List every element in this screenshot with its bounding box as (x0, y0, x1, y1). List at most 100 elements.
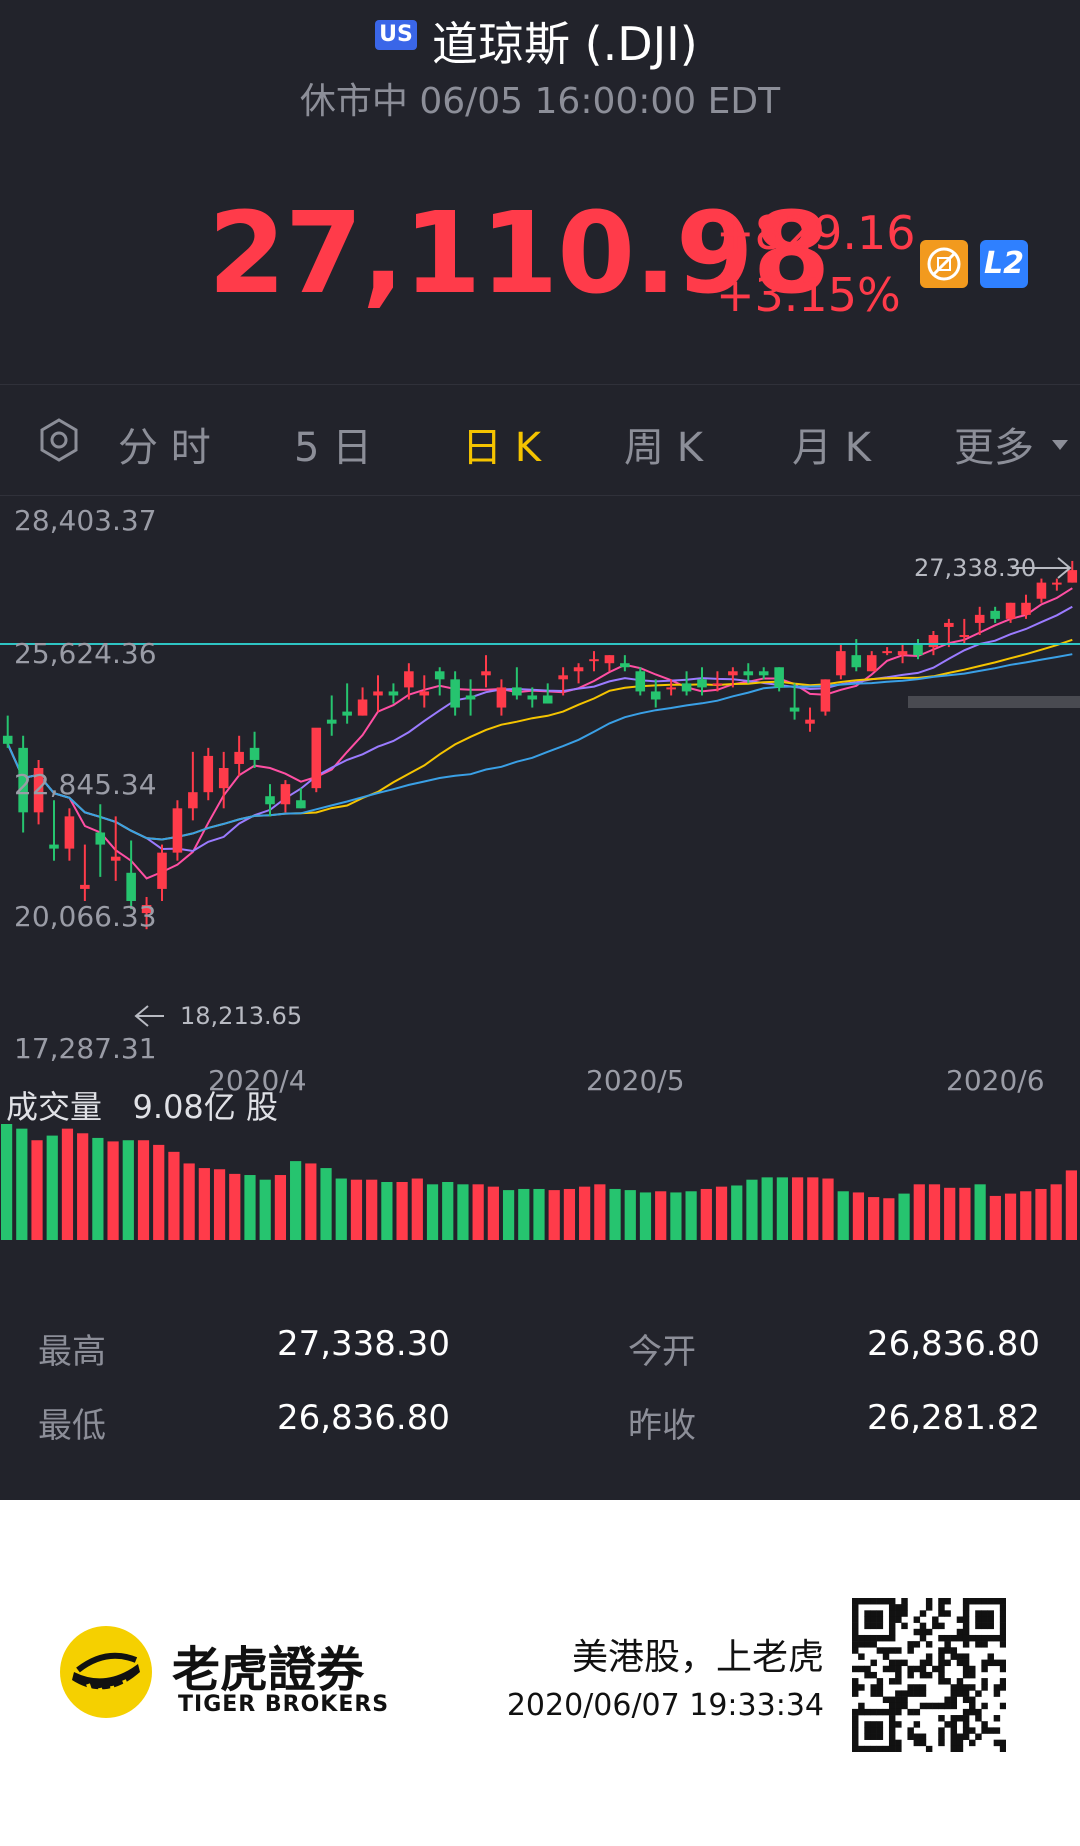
tab-monthly-k[interactable]: 月 K (792, 425, 871, 471)
volume-label: 成交量 9.08亿 股 (6, 1088, 278, 1126)
candle (944, 622, 954, 627)
volume-bar (502, 1190, 515, 1240)
moving-average-line (6, 638, 1073, 841)
tab-daily-k[interactable]: 日 K (462, 425, 541, 471)
candle (1067, 570, 1078, 583)
tiger-logo-icon (58, 1624, 154, 1724)
volume-bar (31, 1140, 43, 1240)
volume-bar (944, 1187, 956, 1240)
stat-high-label: 最高 (38, 1332, 106, 1372)
stat-low-label: 最低 (38, 1406, 106, 1446)
stat-prev-close-label: 昨收 (628, 1406, 696, 1446)
candle (635, 671, 646, 692)
stat-open-value: 26,836.80 (866, 1324, 1040, 1364)
candle (558, 675, 568, 680)
volume-bar (776, 1177, 788, 1240)
volume-bar (959, 1187, 971, 1240)
chevron-down-icon[interactable] (1050, 437, 1070, 456)
volume-bar (183, 1163, 195, 1240)
volume-bar (411, 1178, 423, 1240)
moving-average-line (6, 653, 1073, 841)
candle (542, 695, 553, 704)
arrow-right-icon (1012, 557, 1072, 579)
volume-bar (335, 1178, 347, 1240)
candle (573, 667, 584, 672)
volume-bar (350, 1179, 363, 1240)
candle (697, 679, 707, 688)
volume-bar (518, 1188, 530, 1240)
candle (589, 659, 599, 662)
quote-header: US 道琼斯 (.DJI) 休市中 06/05 16:00:00 EDT 27,… (0, 0, 1080, 384)
x-tick-label: 2020/6 (946, 1064, 1045, 1097)
candle (974, 614, 985, 623)
x-tick-label: 2020/5 (586, 1064, 685, 1097)
slogan: 美港股，上老虎 (571, 1637, 824, 1678)
volume-bar (563, 1188, 576, 1240)
candle (743, 671, 754, 676)
tab-5day[interactable]: 5 日 (294, 425, 373, 471)
candle (110, 856, 121, 861)
candle (959, 635, 970, 638)
candle (188, 792, 198, 809)
volume-bar (366, 1179, 378, 1240)
volume-bar (107, 1141, 119, 1240)
candle (774, 667, 784, 688)
y-tick-label: 25,624.36 (14, 637, 157, 670)
candle (33, 768, 44, 813)
tab-weekly-k[interactable]: 周 K (624, 425, 703, 471)
tab-intraday[interactable]: 分 时 (118, 425, 211, 471)
brand-name-cn: 老虎證券 (172, 1642, 365, 1698)
volume-bar (1035, 1188, 1047, 1240)
volume-bar (852, 1192, 865, 1240)
volume-bar (655, 1191, 667, 1240)
volume-bar (487, 1186, 499, 1240)
volume-bar (16, 1128, 28, 1240)
market-status: 休市中 06/05 16:00:00 EDT (299, 81, 781, 122)
candle (465, 695, 476, 700)
candle (681, 683, 692, 692)
candle (419, 691, 430, 696)
volume-bar (442, 1182, 454, 1240)
volume-bar (290, 1161, 302, 1240)
candle (265, 796, 275, 805)
qr-code-icon[interactable] (852, 1598, 1006, 1752)
tab-more[interactable]: 更多 (954, 425, 1034, 471)
candle (296, 800, 306, 809)
volume-bar (533, 1188, 545, 1240)
level2-icon[interactable]: L2 (980, 240, 1028, 288)
candle (434, 671, 445, 680)
volume-bar (396, 1182, 408, 1240)
candle (851, 655, 862, 668)
volume-bar (472, 1184, 484, 1240)
candle (805, 719, 815, 724)
candle (141, 905, 152, 914)
candle (2, 735, 13, 744)
volume-bar (974, 1184, 986, 1240)
index-title: 道琼斯 (.DJI) (432, 17, 698, 71)
y-tick-label: 17,287.31 (14, 1032, 157, 1065)
candle (64, 816, 75, 849)
volume-bar (457, 1184, 469, 1240)
candle (342, 711, 352, 716)
volume-bar (1050, 1184, 1062, 1240)
candle (712, 683, 723, 686)
candlestick-chart[interactable]: 28,403.37 25,624.36 22,845.34 20,066.33 … (0, 496, 1080, 1296)
candle (249, 747, 260, 760)
stat-open-label: 今开 (628, 1332, 696, 1372)
volume-bar (670, 1192, 682, 1240)
share-footer: 老虎證券 TIGER BROKERS 美港股，上老虎 2020/06/07 19… (0, 1500, 1080, 1846)
candle (728, 671, 738, 676)
volume-bar (153, 1144, 165, 1240)
arrow-left-icon (134, 1005, 164, 1027)
candle (388, 691, 399, 696)
candle (234, 751, 244, 764)
chart-settings-icon[interactable] (36, 417, 82, 467)
volume-bar (1020, 1191, 1032, 1240)
no-trade-icon[interactable] (920, 240, 968, 288)
volume-bar (122, 1140, 134, 1240)
candle (218, 768, 229, 789)
volume-bar (639, 1192, 652, 1240)
y-tick-label: 28,403.37 (14, 504, 157, 537)
candle (357, 699, 368, 716)
moving-average-line (6, 587, 1073, 880)
